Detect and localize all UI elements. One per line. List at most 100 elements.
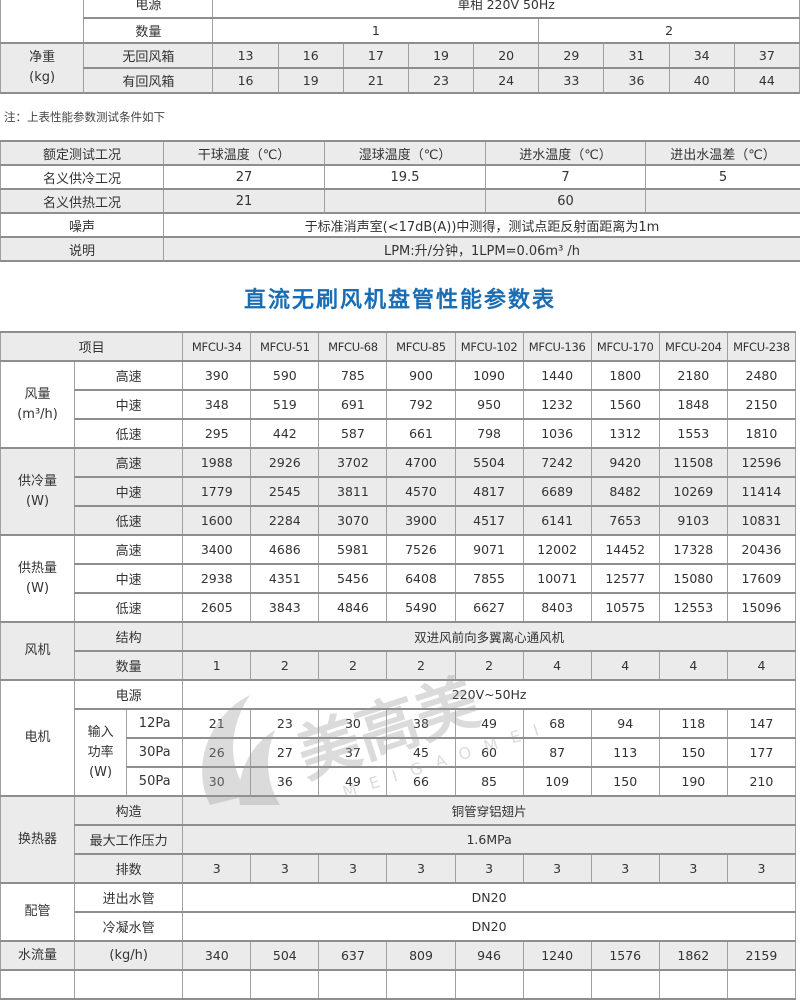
table-cell: 7855 [455, 564, 523, 593]
table-cell: 11414 [727, 477, 795, 506]
table-cell: 2 [455, 651, 523, 680]
table-cell: 2 [251, 651, 319, 680]
table-cell: 295 [183, 419, 251, 448]
table-cell: 4686 [251, 535, 319, 564]
table-cell: 19.5 [325, 165, 486, 189]
table-cell [523, 970, 591, 999]
row-label: 高速 [75, 535, 183, 564]
table-cell: 12596 [727, 448, 795, 477]
table-cell: 2284 [251, 506, 319, 535]
table-cell: 6627 [455, 593, 523, 622]
model-header: MFCU-68 [319, 332, 387, 361]
table-cell: 30 [319, 709, 387, 738]
table-cell: 4517 [455, 506, 523, 535]
table-cell [1, 970, 75, 999]
table-cell: 双进风前向多翼离心通风机 [183, 622, 796, 651]
table-cell: 3 [727, 854, 795, 883]
page-title: 直流无刷风机盘管性能参数表 [0, 282, 800, 314]
row-label: 冷凝水管 [75, 912, 183, 941]
table-cell: 785 [319, 361, 387, 390]
table-row: 换热器构造铜管穿铝翅片 [1, 796, 796, 825]
table-cell: 说明 [1, 237, 164, 261]
row-label: 高速 [75, 361, 183, 390]
row-label: 50Pa [127, 767, 183, 796]
row-label: 低速 [75, 419, 183, 448]
table-cell: 27 [164, 165, 325, 189]
table-cell: 2 [539, 18, 800, 43]
table-cell: 946 [455, 941, 523, 970]
test-condition-table: 额定测试工况干球温度（℃）湿球温度（℃）进水温度（℃）进出水温差（℃）名义供冷工… [0, 140, 800, 262]
table-cell: 2926 [251, 448, 319, 477]
table-cell: 4 [659, 651, 727, 680]
table-cell: 190 [659, 767, 727, 796]
table-cell: 16 [213, 68, 278, 93]
table-cell: 220V~50Hz [183, 680, 796, 709]
row-label: 数量 [75, 651, 183, 680]
table-cell: 1.6MPa [183, 825, 796, 854]
table-cell: 12553 [659, 593, 727, 622]
table-cell: 29 [539, 43, 604, 68]
table-cell: 36 [604, 68, 669, 93]
table-cell: 5490 [387, 593, 455, 622]
table-cell: 950 [455, 390, 523, 419]
row-label: 进出水管 [75, 883, 183, 912]
table-cell: 3 [319, 854, 387, 883]
table-cell: 2159 [727, 941, 795, 970]
table-cell: 1 [183, 651, 251, 680]
table-cell: 5504 [455, 448, 523, 477]
table-cell: 7242 [523, 448, 591, 477]
table-cell: 单相 220V 50Hz [213, 0, 800, 18]
table-cell: 17609 [727, 564, 795, 593]
table-cell: 2 [319, 651, 387, 680]
table-cell [183, 970, 251, 999]
table-cell: 38 [387, 709, 455, 738]
table-cell: 7653 [591, 506, 659, 535]
table-cell: 4700 [387, 448, 455, 477]
model-header: MFCU-136 [523, 332, 591, 361]
table-cell: DN20 [183, 912, 796, 941]
test-condition-note: 注：上表性能参数测试条件如下 [4, 109, 165, 125]
group-label-cell: 供冷量(W) [1, 448, 75, 535]
table-cell: 3702 [319, 448, 387, 477]
table-cell: 17328 [659, 535, 727, 564]
table-cell: 1440 [523, 361, 591, 390]
table-cell: LPM:升/分钟，1LPM=0.06m³ /h [164, 237, 800, 261]
table-cell: 4570 [387, 477, 455, 506]
table-cell: 3 [183, 854, 251, 883]
table-cell: 1240 [523, 941, 591, 970]
table-cell: 3 [523, 854, 591, 883]
table-cell: 3900 [387, 506, 455, 535]
column-header: 湿球温度（℃） [325, 141, 486, 165]
table-row: 风机结构双进风前向多翼离心通风机 [1, 622, 796, 651]
table-cell: 5 [646, 165, 800, 189]
cell-text-line: (kg) [1, 68, 83, 88]
table-cell: 1800 [591, 361, 659, 390]
table-cell: 147 [727, 709, 795, 738]
row-label: 低速 [75, 593, 183, 622]
table-cell: 1779 [183, 477, 251, 506]
table-cell: 4 [523, 651, 591, 680]
cell-text-line: 电机 [1, 728, 74, 748]
table-cell: 3843 [251, 593, 319, 622]
table-cell: 噪声 [1, 213, 164, 237]
table-cell: 2605 [183, 593, 251, 622]
model-header: MFCU-34 [183, 332, 251, 361]
cell-text-line: 风机 [1, 641, 74, 661]
table-cell: 9071 [455, 535, 523, 564]
table-cell: 24 [474, 68, 539, 93]
table-cell: 7526 [387, 535, 455, 564]
row-label: 低速 [75, 506, 183, 535]
table-cell: 1862 [659, 941, 727, 970]
row-label: 数量 [84, 18, 213, 43]
table-cell: 21 [164, 189, 325, 213]
